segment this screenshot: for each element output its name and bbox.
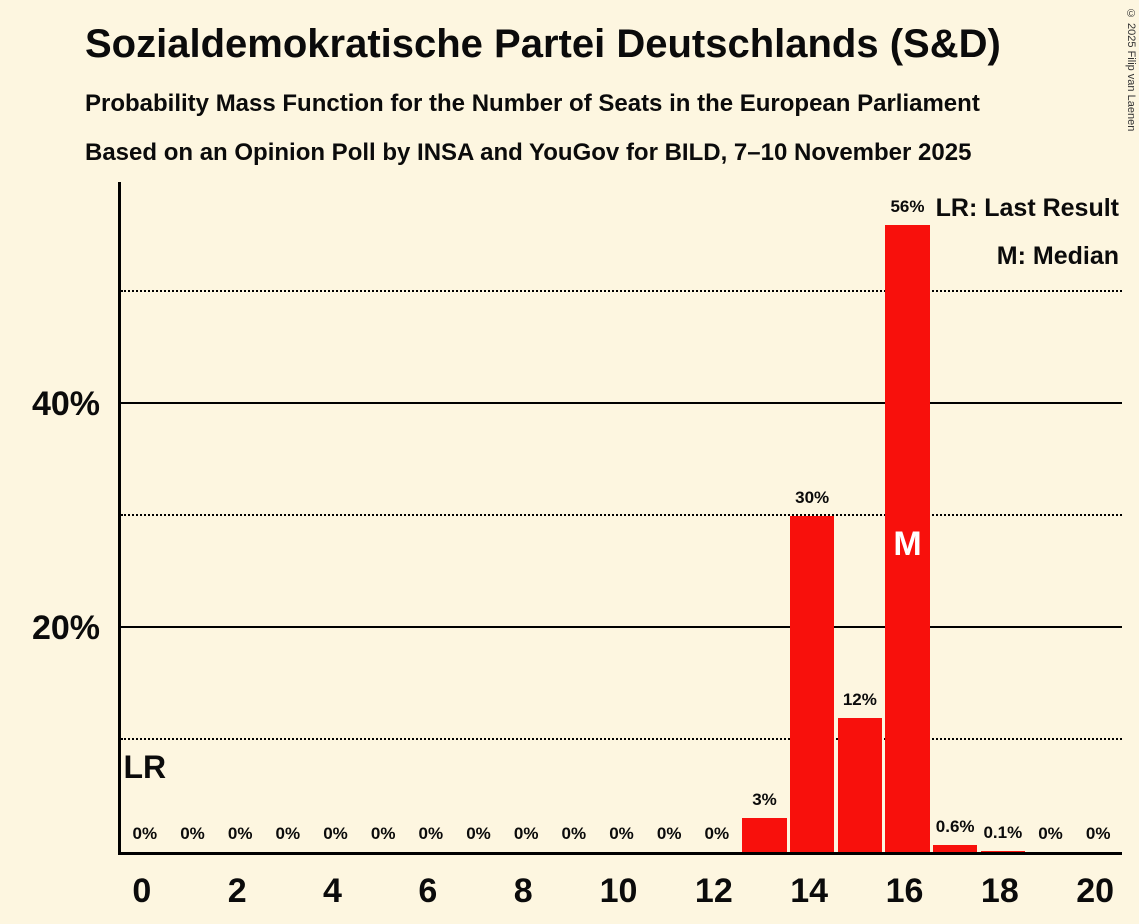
value-label-seat-19: 0% [1038, 824, 1063, 843]
x-tick-0: 0 [132, 872, 152, 910]
x-tick-12: 12 [694, 872, 733, 910]
x-tick-2: 2 [227, 872, 247, 910]
value-label-seat-3: 0% [275, 824, 301, 843]
chart-subtitle-line2: Based on an Opinion Poll by INSA and You… [85, 139, 972, 166]
value-label-seat-12: 0% [704, 824, 730, 843]
x-tick-16: 16 [885, 872, 924, 910]
gridline-solid-40 [121, 402, 1122, 404]
value-label-seat-11: 0% [656, 824, 682, 843]
median-marker: M [893, 525, 922, 563]
legend-last-result: LR: Last Result [935, 194, 1119, 222]
x-tick-6: 6 [418, 872, 438, 910]
legend-median: M: Median [996, 242, 1119, 270]
chart-subtitle-line1: Probability Mass Function for the Number… [85, 90, 980, 117]
value-label-seat-13: 3% [752, 790, 777, 810]
x-tick-10: 10 [599, 872, 638, 910]
bar-seat-15 [837, 717, 883, 852]
chart-title: Sozialdemokratische Partei Deutschlands … [85, 22, 1001, 66]
x-tick-18: 18 [980, 872, 1019, 910]
gridline-dotted-30 [121, 514, 1122, 516]
value-label-seat-7: 0% [466, 824, 491, 843]
value-label-seat-2: 0% [227, 824, 253, 843]
x-tick-4: 4 [323, 872, 342, 910]
gridline-dotted-10 [121, 738, 1122, 740]
y-axis: 20% 40% [0, 182, 100, 852]
value-label-seat-17: 0.6% [935, 817, 975, 837]
x-tick-14: 14 [790, 872, 829, 910]
value-label-seat-1: 0% [180, 824, 205, 843]
gridline-dotted-50 [121, 290, 1122, 292]
value-label-seat-9: 0% [561, 824, 587, 843]
bar-seat-17 [932, 845, 978, 852]
bar-seat-18 [980, 850, 1026, 852]
value-label-seat-6: 0% [418, 824, 444, 843]
x-axis: 0 2 4 6 8 10 12 14 16 18 20 [118, 872, 1119, 917]
value-label-seat-18: 0.1% [983, 822, 1023, 842]
plot-area: 0% 0% 0% 0% 0% 0% 0% 0% 0% 0% 0% 0% 0% 3% 30% 12% 56% 0.6… [118, 182, 1122, 855]
copyright-note: © 2025 Filip van Laenen [1125, 8, 1137, 132]
value-label-seat-0: 0% [132, 824, 158, 843]
bar-seat-16 [885, 224, 930, 852]
x-tick-8: 8 [513, 872, 533, 910]
last-result-marker: LR [123, 749, 167, 785]
value-label-seat-16: 56% [890, 196, 925, 216]
y-tick-20: 20% [31, 609, 100, 647]
x-tick-20: 20 [1076, 872, 1115, 910]
value-label-seat-8: 0% [513, 824, 539, 843]
legend: LR: Last Result M: Median [936, 184, 1119, 280]
value-label-seat-5: 0% [370, 824, 396, 843]
value-label-seat-20: 0% [1085, 824, 1111, 843]
value-label-seat-14: 30% [795, 488, 830, 507]
bar-seat-13 [742, 818, 787, 852]
gridline-solid-20 [121, 626, 1122, 628]
value-label-seat-15: 12% [842, 689, 877, 709]
value-label-seat-10: 0% [609, 824, 634, 843]
y-tick-40: 40% [31, 385, 100, 423]
bar-seat-14 [789, 516, 835, 852]
value-label-seat-4: 0% [323, 824, 348, 843]
